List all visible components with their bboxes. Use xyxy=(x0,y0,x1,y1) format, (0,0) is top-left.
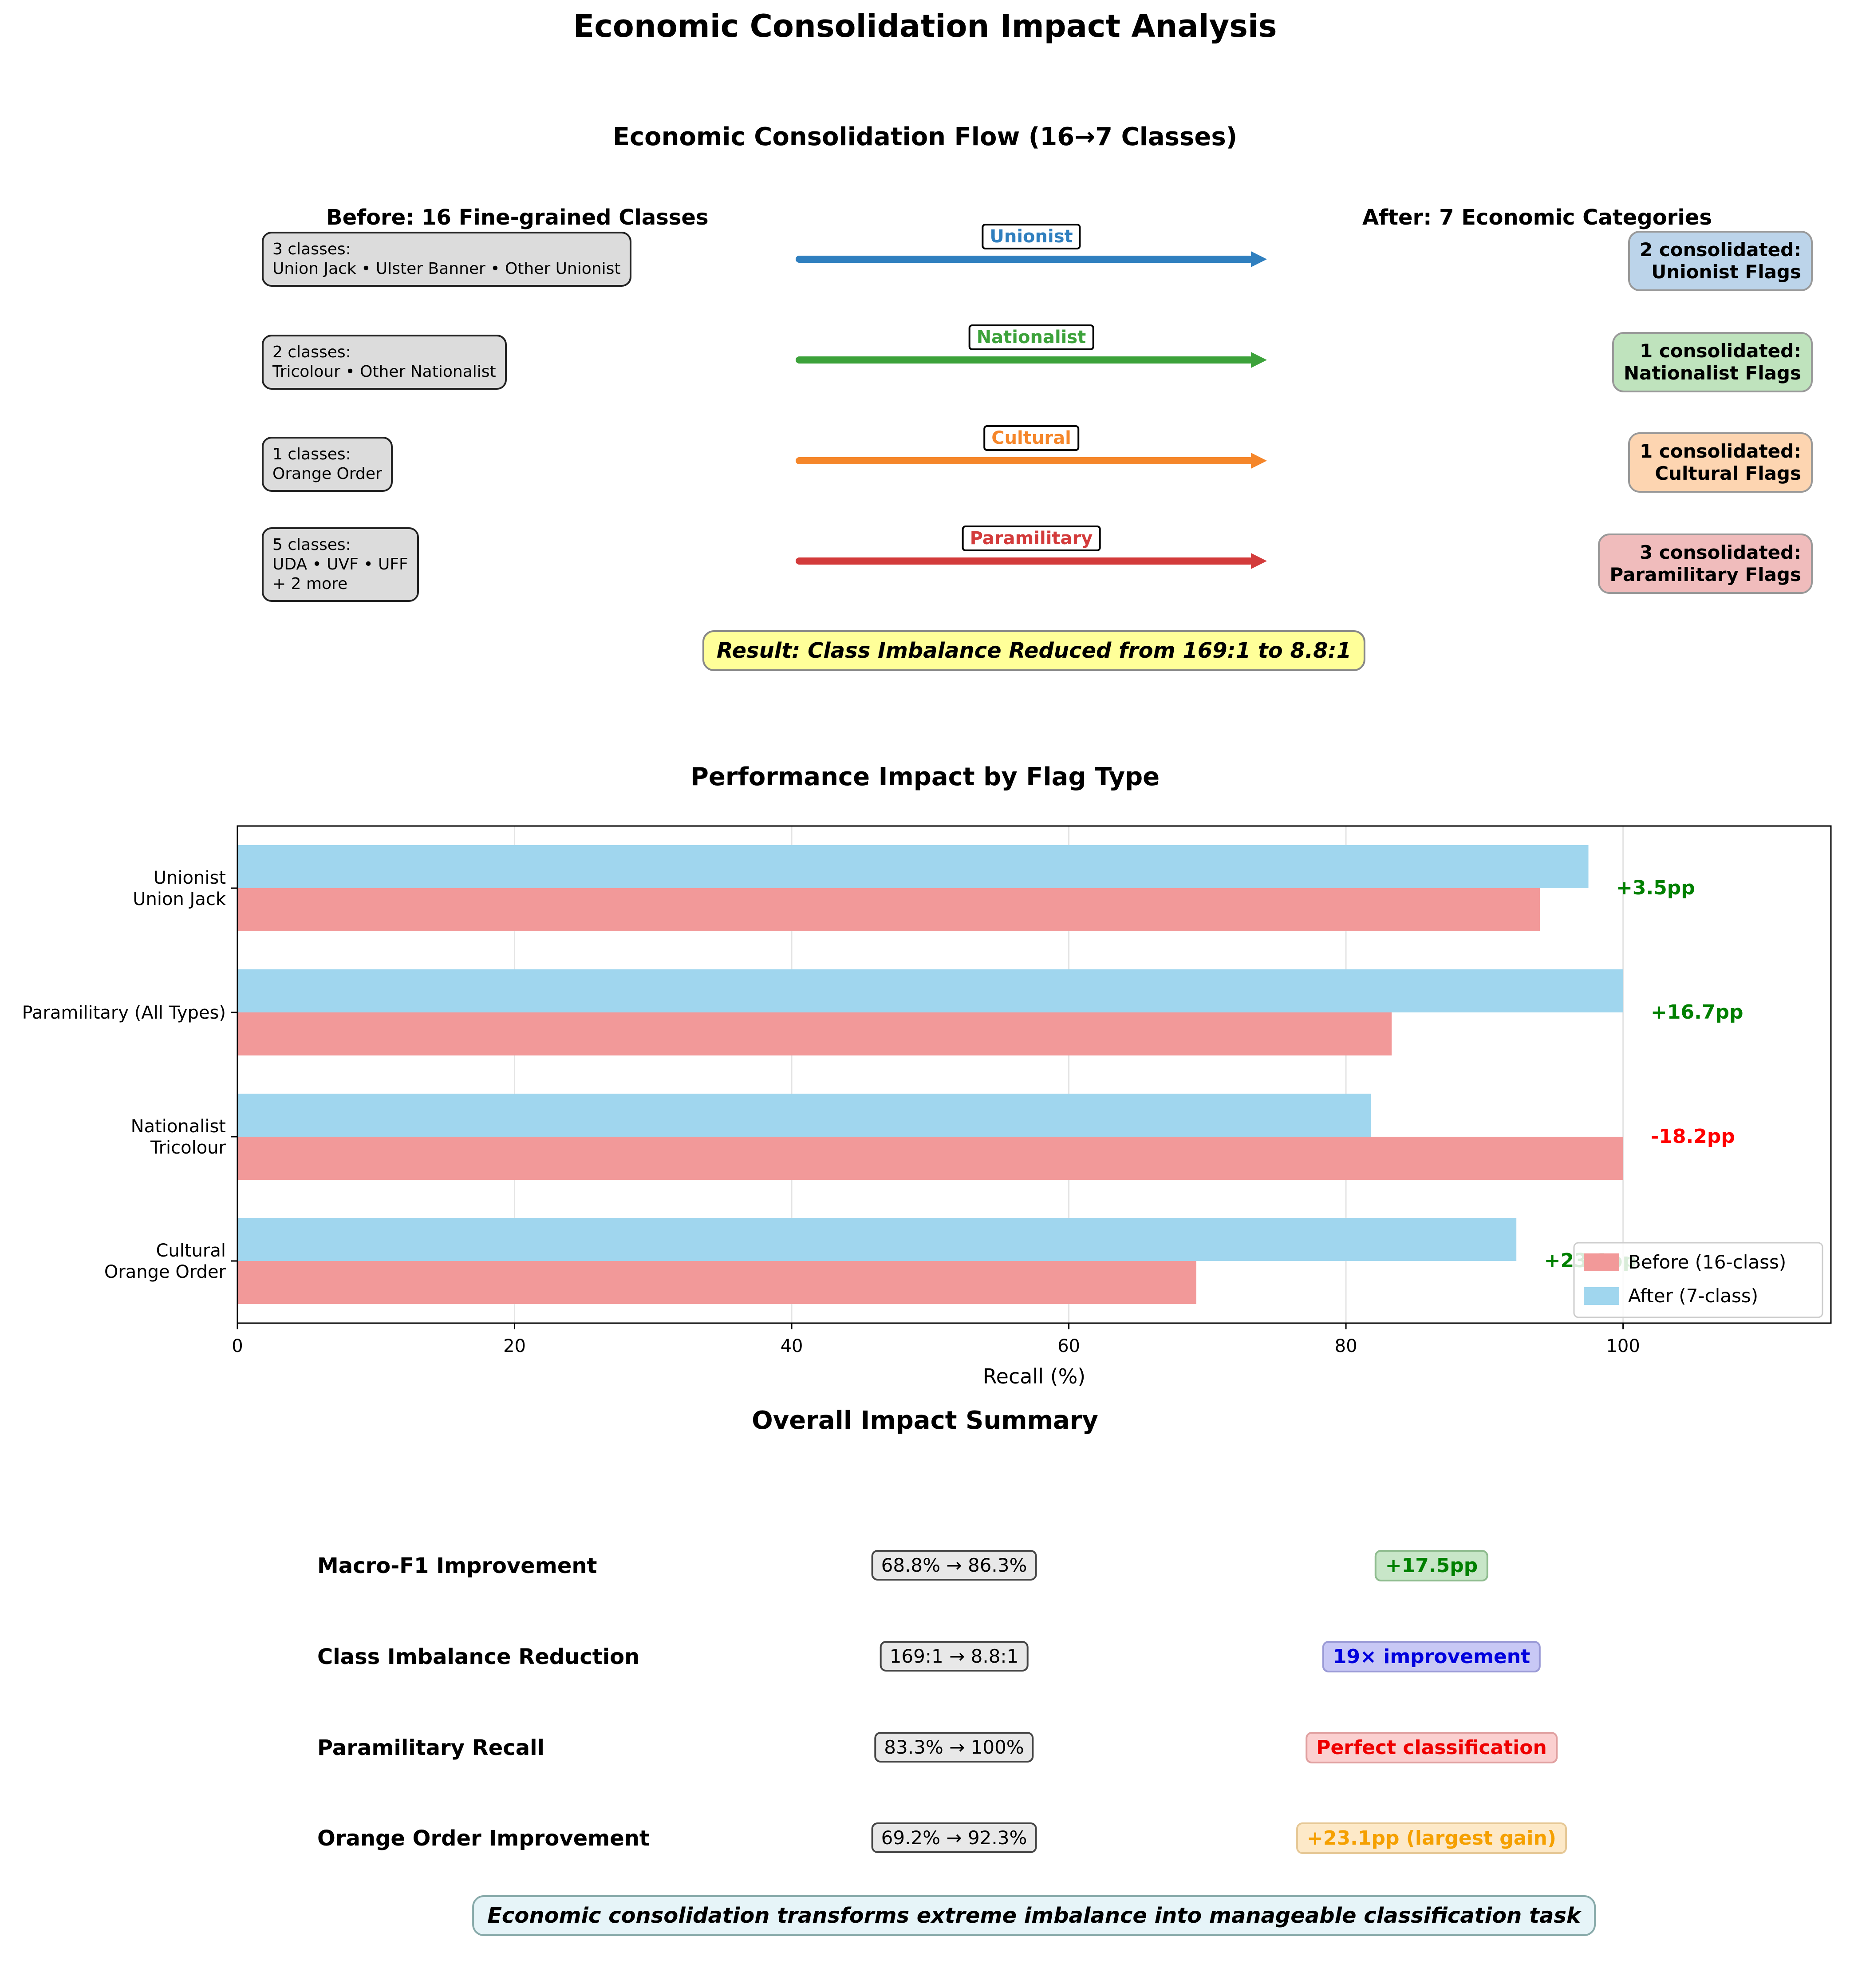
after-heading: After: 7 Economic Categories xyxy=(1362,205,1712,230)
plot-frame xyxy=(237,825,1832,1324)
performance-bar-chart: 0 20 40 60 80 100 Unionist Union Jack +3.5pp Para… xyxy=(22,825,1832,1388)
summary-effect-badge: 19× improvement xyxy=(1322,1641,1541,1672)
bar-before xyxy=(237,1012,1392,1055)
legend-label: After (7-class) xyxy=(1628,1285,1758,1307)
x-axis-label: Recall (%) xyxy=(983,1364,1085,1388)
result-callout: Result: Class Imbalance Reduced from 169… xyxy=(702,630,1366,671)
flow-target-box: 1 consolidated: Cultural Flags xyxy=(1628,432,1813,493)
flow-arrow-label: Cultural xyxy=(983,425,1079,451)
bar-after xyxy=(237,1094,1371,1137)
flow-arrow-line xyxy=(796,356,1254,364)
delta-annotation: -18.2pp xyxy=(1651,1125,1735,1148)
legend-box xyxy=(1573,1242,1823,1318)
bar-before xyxy=(237,1137,1623,1180)
y-tick-label: Unionist Union Jack xyxy=(133,868,226,909)
bar-after xyxy=(237,969,1623,1012)
flow-arrow-line xyxy=(796,256,1254,263)
x-tick-label: 40 xyxy=(781,1336,803,1356)
x-tick-label: 60 xyxy=(1057,1336,1080,1356)
flow-arrow-label: Nationalist xyxy=(968,324,1094,350)
flow-arrow-head-icon xyxy=(1251,352,1267,368)
y-tick-label: Paramilitary (All Types) xyxy=(22,1003,226,1023)
before-heading: Before: 16 Fine-grained Classes xyxy=(326,205,709,230)
summary-before-after: 68.8% → 86.3% xyxy=(871,1550,1037,1581)
flow-arrow-head-icon xyxy=(1251,553,1267,569)
flow-source-box: 3 classes: Union Jack • Ulster Banner • … xyxy=(262,232,631,287)
flow-arrow-head-icon xyxy=(1251,453,1267,469)
flow-arrow-line xyxy=(796,557,1254,565)
legend-swatch xyxy=(1584,1253,1619,1271)
legend-label: Before (16-class) xyxy=(1628,1251,1786,1273)
flow-title: Economic Consolidation Flow (16→7 Classe… xyxy=(612,123,1238,151)
summary-metric-label: Macro-F1 Improvement xyxy=(317,1553,597,1578)
summary-effect-badge: +17.5pp xyxy=(1374,1550,1489,1581)
x-tick-label: 0 xyxy=(232,1336,243,1356)
y-tick-label: Cultural Orange Order xyxy=(104,1241,226,1282)
x-tick-label: 80 xyxy=(1335,1336,1357,1356)
bar-before xyxy=(237,1261,1196,1304)
flow-source-box: 2 classes: Tricolour • Other Nationalist xyxy=(262,335,507,390)
summary-effect-badge: Perfect classification xyxy=(1306,1732,1558,1763)
flow-arrow-line xyxy=(796,457,1254,464)
summary-metric-label: Orange Order Improvement xyxy=(317,1826,650,1851)
legend-swatch xyxy=(1584,1287,1619,1305)
bar-after xyxy=(237,1218,1517,1261)
flow-target-box: 1 consolidated: Nationalist Flags xyxy=(1612,332,1813,392)
summary-before-after: 169:1 → 8.8:1 xyxy=(880,1641,1029,1672)
flow-arrow-label: Unionist xyxy=(982,224,1081,249)
summary-metric-label: Paramilitary Recall xyxy=(317,1735,544,1760)
summary-title: Overall Impact Summary xyxy=(752,1406,1098,1435)
y-tick-label: Nationalist Tricolour xyxy=(131,1116,226,1158)
delta-annotation: +16.7pp xyxy=(1651,1001,1743,1024)
delta-annotation: +3.5pp xyxy=(1616,877,1695,899)
summary-before-after: 69.2% → 92.3% xyxy=(871,1822,1037,1853)
flow-source-box: 5 classes: UDA • UVF • UFF + 2 more xyxy=(262,527,419,602)
chart-title: Performance Impact by Flag Type xyxy=(690,763,1160,791)
flow-target-box: 2 consolidated: Unionist Flags xyxy=(1628,231,1813,291)
summary-before-after: 83.3% → 100% xyxy=(874,1732,1034,1763)
conclusion-callout: Economic consolidation transforms extrem… xyxy=(472,1895,1596,1936)
flow-arrow-head-icon xyxy=(1251,251,1267,267)
flow-arrow-label: Paramilitary xyxy=(962,526,1101,551)
summary-effect-badge: +23.1pp (largest gain) xyxy=(1296,1822,1567,1854)
flow-target-box: 3 consolidated: Paramilitary Flags xyxy=(1598,534,1813,594)
figure-title: Economic Consolidation Impact Analysis xyxy=(573,8,1277,44)
flow-source-box: 1 classes: Orange Order xyxy=(262,437,393,492)
bar-before xyxy=(237,888,1540,931)
summary-metric-label: Class Imbalance Reduction xyxy=(317,1644,640,1669)
x-tick-label: 20 xyxy=(503,1336,526,1356)
bar-after xyxy=(237,845,1589,888)
x-tick-label: 100 xyxy=(1606,1336,1640,1356)
